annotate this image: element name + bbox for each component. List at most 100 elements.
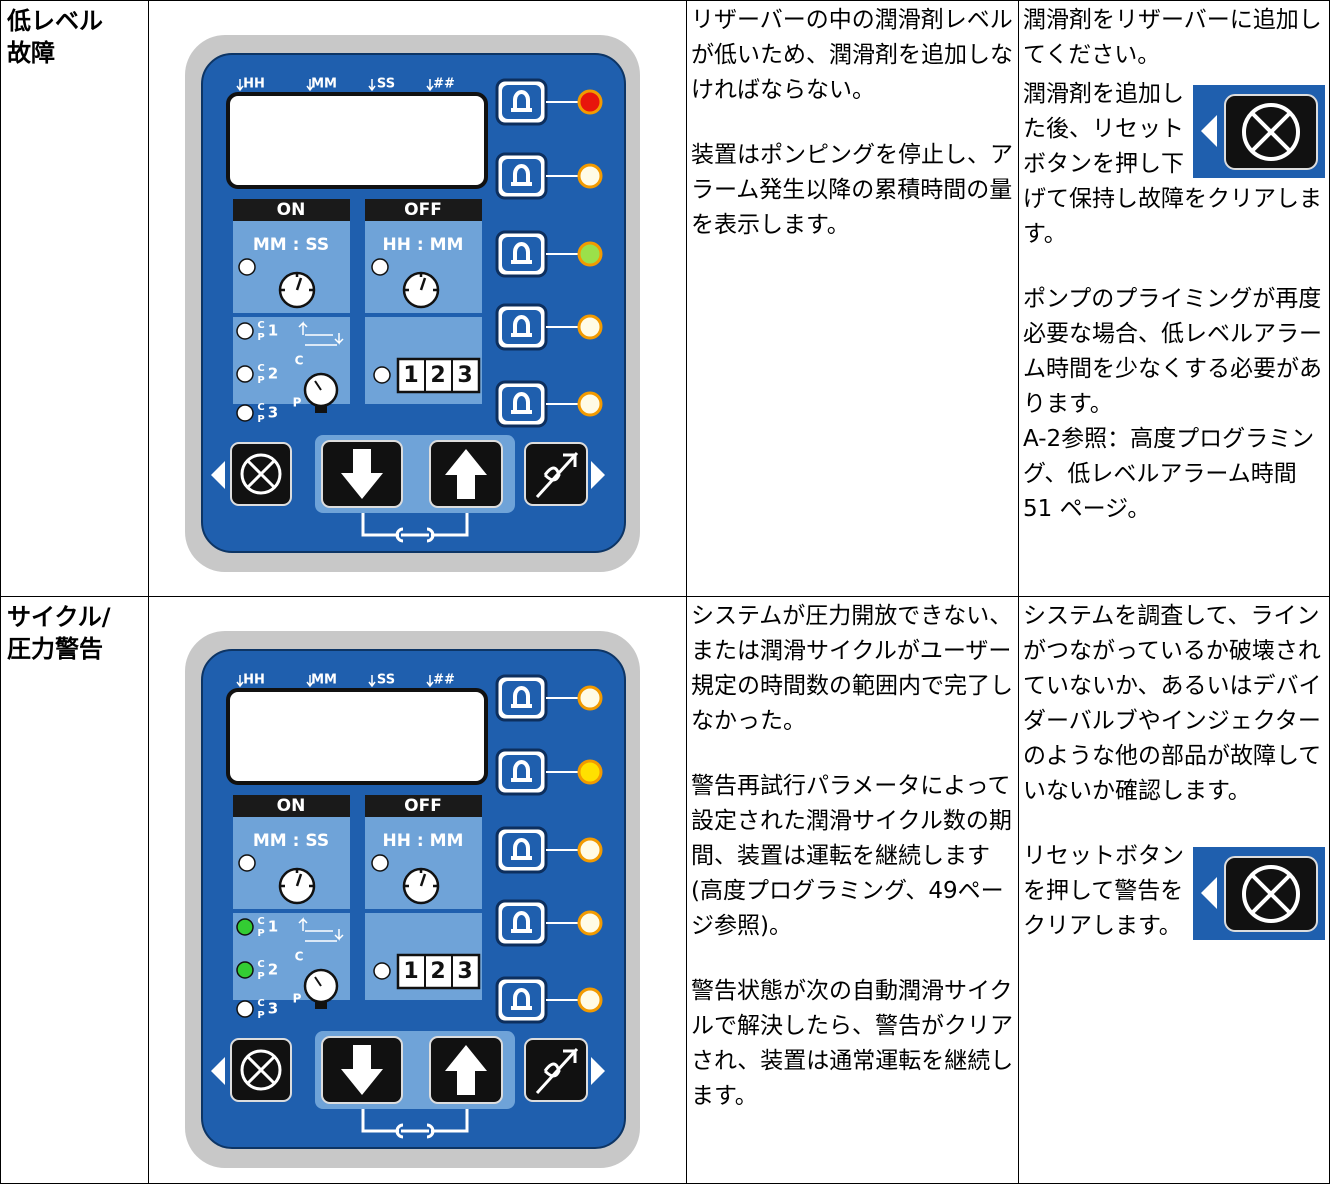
cycle-p: P — [257, 375, 264, 386]
condition-line: 圧力警告 — [7, 635, 103, 663]
column-arrow — [306, 79, 314, 92]
right-arrow — [591, 461, 605, 489]
counter-digit: 2 — [430, 959, 445, 984]
action-text: リセットボタンを押して警告をクリアします。 — [1023, 843, 1184, 939]
cycle-c: C — [257, 998, 264, 1009]
column-arrow — [306, 675, 314, 688]
action-cell: システムを調査して、ラインがつながっているか破壊されていないか、あるいはデバイダ… — [1018, 596, 1330, 1184]
lcd — [226, 92, 488, 189]
clock-hand — [280, 869, 314, 888]
cause-text: リザーバーの中の潤滑剤レベルが低いため、潤滑剤を追加しなければならない。 — [691, 7, 1013, 103]
action-cell: 潤滑剤をリザーバーに追加してください。潤滑剤を追加した後、リセットボタンを押し下… — [1018, 0, 1330, 597]
tab-label: OFF — [404, 796, 442, 816]
cycle-p: P — [257, 1010, 264, 1021]
gauge-stem — [315, 1001, 327, 1009]
tab-label: ON — [277, 200, 306, 220]
reset-x — [246, 1055, 276, 1085]
counter-led — [373, 962, 391, 980]
action-text: 潤滑剤をリザーバーに追加してください。 — [1023, 7, 1322, 68]
up-arrow — [445, 1045, 487, 1095]
column-arrow — [426, 79, 434, 92]
counter-digit: 1 — [403, 363, 418, 388]
cause-text: 警告状態が次の自動潤滑サイクルで解決したら、警告がクリアされ、装置は通常運転を継… — [691, 978, 1014, 1109]
column-arrow — [426, 675, 434, 688]
mode-led — [238, 258, 256, 276]
cycle-number: 1 — [268, 322, 278, 340]
status-led — [577, 391, 603, 417]
status-symbol — [511, 90, 532, 112]
column-label: HH — [243, 77, 265, 92]
cycle-number: 3 — [268, 404, 278, 422]
time-label: MM : SS — [253, 235, 329, 255]
status-symbol — [511, 911, 532, 933]
cycle-c: C — [257, 320, 264, 331]
mode-led — [371, 258, 389, 276]
column-label: MM — [311, 673, 337, 688]
cycle-led — [236, 404, 254, 422]
left-arrow — [211, 1057, 225, 1085]
action-text: A-2参照：高度プログラミング、低レベルアラーム時間 51 ページ。 — [1023, 426, 1315, 522]
cycle-c: C — [257, 402, 264, 413]
down-arrow — [341, 449, 383, 499]
column-label: ## — [433, 673, 455, 688]
icon-arrow — [1201, 115, 1217, 147]
status-symbol — [511, 838, 532, 860]
condition-line: サイクル/ — [7, 603, 111, 631]
panel-cell: HH MM SS ## ON MM : SS OFF HH : MM C P 1 C P 2 C P 3 C P 1 2… — [148, 0, 687, 597]
counter-digit: 1 — [403, 959, 418, 984]
wrench-bracket — [361, 513, 469, 537]
tab — [233, 795, 350, 817]
action-text: 潤滑剤を追加した後、リセットボタンを押し下げて保持し故障をクリアします。 — [1023, 81, 1322, 247]
cycle-number: 3 — [268, 1000, 278, 1018]
column-arrow — [368, 675, 376, 688]
wrench — [395, 1123, 435, 1139]
reset-ring — [240, 1049, 282, 1091]
cycle-arrows — [298, 321, 344, 346]
cycle-led — [236, 322, 254, 340]
status-led — [577, 759, 603, 785]
clock-hand — [404, 869, 438, 888]
up-arrow — [445, 449, 487, 499]
column-label: HH — [243, 673, 265, 688]
cause-text: システムが圧力開放できない、または潤滑サイクルがユーザー規定の時間数の範囲内で完… — [691, 603, 1013, 734]
prime-symbol — [535, 1047, 579, 1095]
cycle-arrows — [298, 917, 344, 942]
arrow-label: C — [295, 354, 304, 368]
icon-x — [1250, 873, 1292, 915]
column-label: ## — [433, 77, 455, 92]
status-led — [577, 910, 603, 936]
condition-line: 低レベル — [7, 7, 103, 35]
mode-led — [371, 854, 389, 872]
cycle-led — [236, 1000, 254, 1018]
counter — [396, 357, 481, 394]
status-led — [577, 837, 603, 863]
counter-digit: 3 — [457, 959, 472, 984]
tab — [233, 199, 350, 221]
cycle-number: 2 — [268, 365, 278, 383]
counter-led — [373, 366, 391, 384]
status-led — [577, 163, 603, 189]
prime-symbol — [535, 451, 579, 499]
cycle-p: P — [257, 332, 264, 343]
status-led — [577, 241, 603, 267]
clock-hand — [280, 273, 314, 292]
icon-ring — [1242, 103, 1300, 161]
cycle-c: C — [257, 916, 264, 927]
column-arrow — [236, 79, 244, 92]
cycle-number: 2 — [268, 961, 278, 979]
reset-icon — [1193, 85, 1325, 178]
reset-icon — [1193, 847, 1325, 940]
column-arrow — [236, 675, 244, 688]
cycle-p: P — [257, 971, 264, 982]
counter-digit: 3 — [457, 363, 472, 388]
cycle-led — [236, 918, 254, 936]
cause-text: 警告再試行パラメータによって設定された潤滑サイクル数の期間、装置は運転を継続しま… — [691, 773, 1012, 939]
condition-line: 故障 — [7, 39, 55, 67]
status-led — [577, 314, 603, 340]
counter — [396, 953, 481, 990]
gauge-stem — [315, 405, 327, 413]
gauge-label: P — [293, 396, 302, 410]
status-symbol — [511, 315, 532, 337]
